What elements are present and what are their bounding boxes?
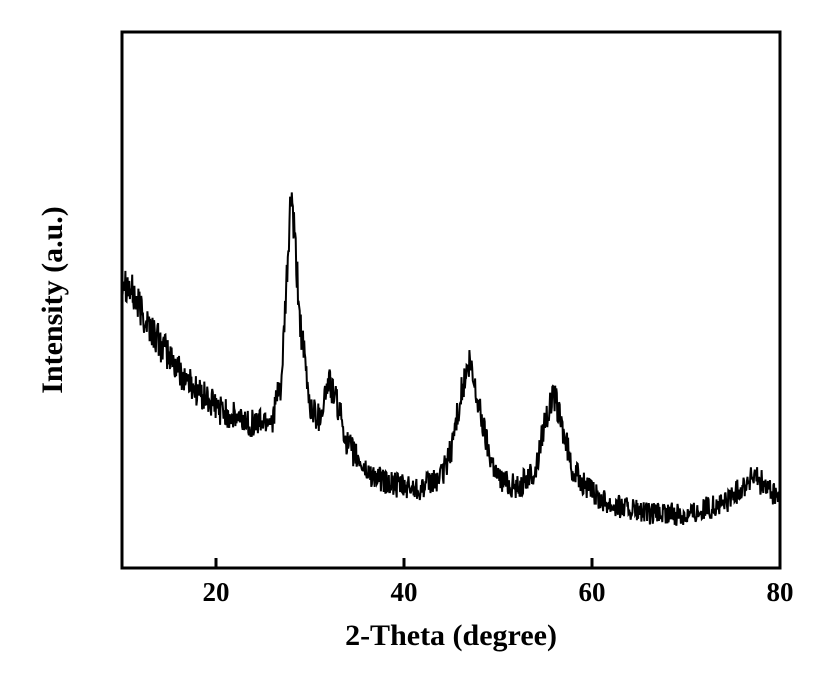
x-tick-label: 80 [767,577,794,607]
xrd-chart: 20 40 60 80 2-Theta (degree) Intensity (a.u.) [0,0,824,673]
y-axis-label: Intensity (a.u.) [36,206,69,394]
x-tick-label: 60 [579,577,606,607]
chart-svg: 20 40 60 80 2-Theta (degree) Intensity (a.u.) [0,0,824,673]
x-tick-label: 20 [203,577,230,607]
x-axis-label: 2-Theta (degree) [345,619,557,652]
x-tick-label: 40 [391,577,418,607]
